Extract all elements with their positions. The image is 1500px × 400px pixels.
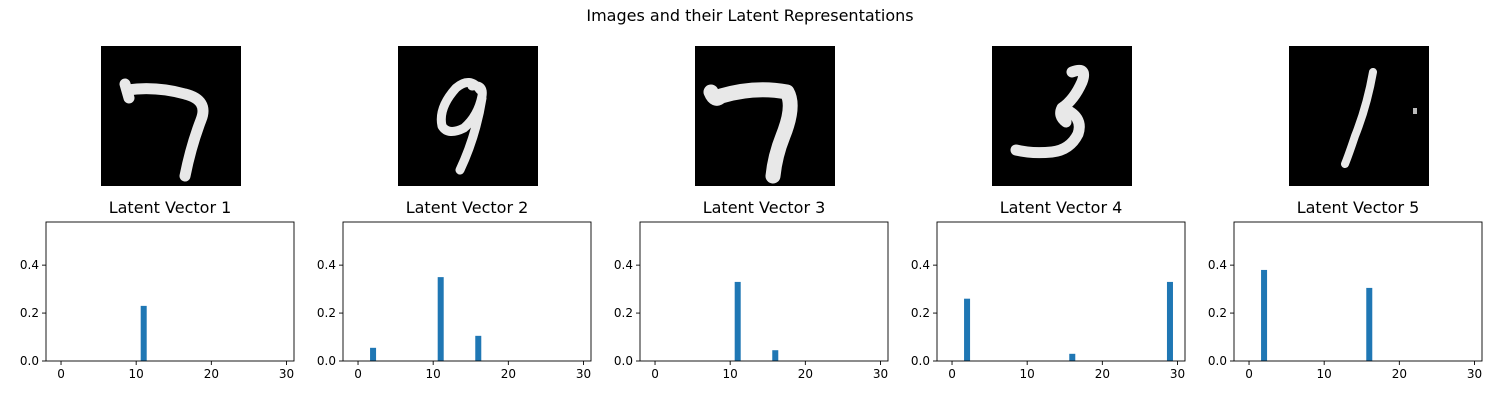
x-tick-label-1-1: 0 (57, 367, 65, 381)
axes-frame-4 (936, 221, 1186, 362)
x-tick-label-2-2: 10 (426, 367, 441, 381)
x-tick-label-5-1: 0 (1245, 367, 1253, 381)
x-tick-label-2-1: 0 (354, 367, 362, 381)
x-tick-label-1-4: 30 (279, 367, 294, 381)
x-tick-label-3-2: 10 (723, 367, 738, 381)
digit-image-3 (695, 46, 835, 186)
panel-title-1: Latent Vector 1 (108, 198, 232, 217)
x-tick-label-5-3: 20 (1392, 367, 1407, 381)
axes-frame-2 (342, 221, 592, 362)
digit-image-5 (1289, 46, 1429, 186)
axes-frame-5 (1233, 221, 1483, 362)
x-tick-label-1-3: 20 (204, 367, 219, 381)
y-tick-label-4-1: 0.0 (911, 354, 930, 368)
y-tick-label-4-2: 0.2 (911, 306, 930, 320)
bar-2-2 (437, 277, 444, 361)
figure-suptitle: Images and their Latent Representations (586, 6, 914, 25)
y-tick-label-4-3: 0.4 (911, 258, 930, 272)
digit-image-2 (398, 46, 538, 186)
y-tick-label-5-2: 0.2 (1208, 306, 1227, 320)
bar-2-3 (475, 335, 482, 361)
x-tick-label-5-4: 30 (1467, 367, 1482, 381)
panel-title-2: Latent Vector 2 (405, 198, 529, 217)
panel-title-4: Latent Vector 4 (999, 198, 1123, 217)
axes-frame-3 (639, 221, 889, 362)
bar-2-1 (370, 347, 377, 361)
x-tick-label-4-3: 20 (1095, 367, 1110, 381)
y-tick-label-5-3: 0.4 (1208, 258, 1227, 272)
bar-4-3 (1166, 281, 1173, 361)
bar-1-1 (140, 305, 147, 361)
x-tick-label-3-1: 0 (651, 367, 659, 381)
x-tick-label-3-3: 20 (798, 367, 813, 381)
bar-5-1 (1261, 269, 1268, 361)
panel-title-5: Latent Vector 5 (1296, 198, 1420, 217)
y-tick-label-3-1: 0.0 (614, 354, 633, 368)
bar-4-2 (1069, 353, 1076, 361)
bar-3-1 (734, 281, 741, 361)
y-tick-label-5-1: 0.0 (1208, 354, 1227, 368)
y-tick-label-1-2: 0.2 (20, 306, 39, 320)
digit-image-1 (101, 46, 241, 186)
bar-5-2 (1366, 287, 1373, 361)
y-tick-label-2-2: 0.2 (317, 306, 336, 320)
digit-image-4 (992, 46, 1132, 186)
panel-title-3: Latent Vector 3 (702, 198, 826, 217)
y-tick-label-2-3: 0.4 (317, 258, 336, 272)
axes-frame-1 (45, 221, 295, 362)
x-tick-label-4-1: 0 (948, 367, 956, 381)
x-tick-label-2-4: 30 (576, 367, 591, 381)
y-tick-label-1-3: 0.4 (20, 258, 39, 272)
y-tick-label-3-3: 0.4 (614, 258, 633, 272)
x-tick-label-1-2: 10 (129, 367, 144, 381)
x-tick-label-5-2: 10 (1317, 367, 1332, 381)
bar-3-2 (772, 350, 779, 361)
x-tick-label-4-4: 30 (1170, 367, 1185, 381)
x-tick-label-3-4: 30 (873, 367, 888, 381)
y-tick-label-1-1: 0.0 (20, 354, 39, 368)
y-tick-label-2-1: 0.0 (317, 354, 336, 368)
x-tick-label-2-3: 20 (501, 367, 516, 381)
x-tick-label-4-2: 10 (1020, 367, 1035, 381)
y-tick-label-3-2: 0.2 (614, 306, 633, 320)
bar-4-1 (964, 298, 971, 361)
